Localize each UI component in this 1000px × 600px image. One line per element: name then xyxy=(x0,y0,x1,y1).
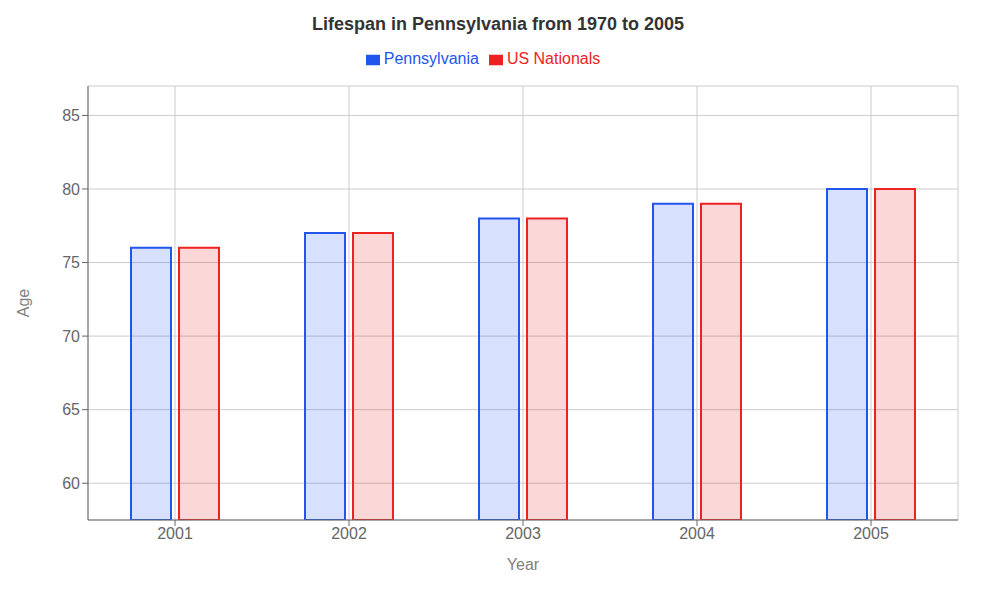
svg-text:2004: 2004 xyxy=(679,525,715,542)
html-text:US Nationals: US Nationals xyxy=(506,50,601,67)
html-text:Lifespan in Pennsylvania from: Lifespan in Pennsylvania from 1970 to 20… xyxy=(311,14,685,34)
svg-text:65: 65 xyxy=(62,401,80,418)
svg-text:Age: Age xyxy=(15,289,32,318)
svg-text:2003: 2003 xyxy=(505,525,541,542)
svg-text:85: 85 xyxy=(62,107,80,124)
html-text:Pennsylvania: Pennsylvania xyxy=(383,50,479,67)
svg-text:2005: 2005 xyxy=(853,525,889,542)
svg-text:60: 60 xyxy=(62,475,80,492)
svg-text:2002: 2002 xyxy=(331,525,367,542)
svg-text:75: 75 xyxy=(62,254,80,271)
svg-text:Year: Year xyxy=(507,556,540,573)
svg-text:2001: 2001 xyxy=(157,525,193,542)
svg-text:70: 70 xyxy=(62,328,80,345)
svg-text:80: 80 xyxy=(62,181,80,198)
